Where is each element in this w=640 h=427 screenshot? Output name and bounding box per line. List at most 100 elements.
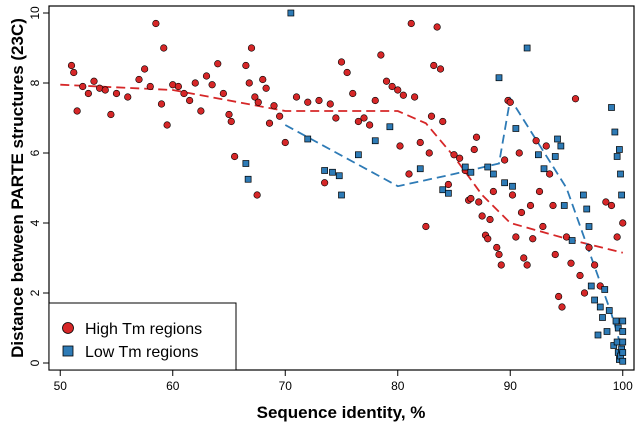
data-point-high-tm: [270, 102, 278, 110]
data-point-high-tm: [472, 133, 481, 141]
data-point-high-tm: [197, 107, 205, 115]
data-point-high-tm: [456, 154, 464, 162]
legend: High Tm regions Low Tm regions: [48, 302, 237, 371]
data-point-low-tm: [619, 328, 627, 335]
data-point-high-tm: [79, 82, 87, 91]
data-point-high-tm: [407, 19, 415, 28]
data-point-low-tm: [329, 168, 336, 176]
data-point-high-tm: [67, 61, 76, 70]
data-point-low-tm: [439, 186, 447, 194]
data-point-high-tm: [508, 191, 517, 199]
y-tick-label: 0: [28, 359, 42, 366]
data-point-high-tm: [208, 81, 216, 89]
data-point-high-tm: [489, 187, 497, 196]
data-point-low-tm: [568, 237, 576, 244]
data-point-high-tm: [475, 198, 483, 206]
data-point-low-tm: [619, 317, 627, 325]
data-point-high-tm: [141, 65, 149, 73]
data-point-high-tm: [591, 261, 599, 269]
y-tick-label: 10: [28, 6, 42, 20]
data-point-low-tm: [594, 331, 602, 339]
data-point-low-tm: [616, 146, 623, 153]
data-point-high-tm: [422, 222, 430, 231]
data-point-high-tm: [549, 201, 557, 210]
data-point-high-tm: [354, 117, 362, 126]
trend-lines: [60, 83, 624, 353]
data-point-high-tm: [377, 51, 385, 59]
x-axis-title: Sequence identity, %: [257, 403, 426, 422]
data-point-high-tm: [360, 114, 368, 122]
data-point-high-tm: [163, 121, 171, 129]
data-point-low-tm: [244, 175, 252, 183]
data-point-high-tm: [427, 112, 436, 120]
x-tick-label: 60: [166, 379, 180, 393]
data-point-high-tm: [512, 233, 520, 241]
data-point-low-tm: [523, 44, 531, 52]
y-tick-label: 2: [28, 289, 42, 296]
data-point-high-tm: [135, 75, 143, 84]
data-point-high-tm: [251, 93, 259, 101]
data-point-low-tm: [619, 338, 627, 346]
data-point-high-tm: [532, 137, 540, 145]
data-point-high-tm: [551, 250, 559, 259]
data-point-high-tm: [430, 61, 438, 70]
data-point-high-tm: [526, 201, 535, 210]
data-point-high-tm: [394, 86, 402, 94]
y-tick-label: 4: [28, 219, 42, 226]
data-point-low-tm: [618, 191, 625, 199]
data-point-low-tm: [608, 104, 615, 111]
data-point-low-tm: [445, 189, 452, 197]
data-point-low-tm: [335, 172, 343, 180]
data-point-low-tm: [512, 125, 520, 132]
data-point-high-tm: [382, 77, 391, 85]
y-tick-label: 8: [28, 79, 42, 86]
x-tick-label: 70: [279, 379, 293, 393]
legend-marker-low-tm: [62, 345, 74, 357]
data-point-high-tm: [245, 79, 253, 87]
data-point-low-tm: [490, 170, 497, 178]
data-point-high-tm: [152, 19, 160, 28]
y-tick-label: 6: [28, 149, 42, 156]
data-point-low-tm: [509, 182, 516, 190]
data-point-high-tm: [112, 89, 121, 98]
data-point-high-tm: [349, 89, 357, 98]
data-point-low-tm: [554, 135, 561, 143]
data-point-high-tm: [450, 151, 458, 159]
data-points: [67, 9, 627, 365]
data-point-low-tm: [287, 9, 295, 17]
data-point-high-tm: [425, 149, 433, 157]
data-point-low-tm: [605, 307, 613, 314]
data-point-high-tm: [202, 72, 211, 80]
x-axis: 50 60 70 80 90 100: [54, 370, 633, 393]
data-point-low-tm: [338, 191, 345, 199]
x-tick-label: 90: [504, 379, 518, 393]
y-axis: 0 2 4 6 8 10: [28, 6, 49, 366]
data-point-low-tm: [557, 142, 565, 150]
data-point-low-tm: [619, 357, 627, 365]
data-point-high-tm: [180, 89, 188, 98]
data-point-high-tm: [539, 222, 547, 231]
data-point-low-tm: [355, 151, 362, 159]
data-point-high-tm: [186, 96, 194, 105]
data-point-low-tm: [242, 160, 250, 167]
data-point-high-tm: [571, 95, 580, 103]
data-point-high-tm: [535, 187, 544, 196]
data-point-high-tm: [607, 201, 616, 210]
data-point-high-tm: [613, 233, 621, 241]
data-point-low-tm: [551, 153, 559, 160]
data-point-high-tm: [436, 65, 445, 73]
data-point-low-tm: [596, 303, 604, 311]
data-point-high-tm: [399, 91, 407, 99]
data-point-low-tm: [304, 135, 312, 143]
data-point-low-tm: [613, 338, 621, 346]
data-point-high-tm: [227, 117, 235, 126]
data-point-high-tm: [366, 121, 374, 129]
data-point-high-tm: [567, 259, 575, 267]
data-point-low-tm: [386, 123, 394, 131]
data-point-high-tm: [433, 23, 441, 31]
data-point-low-tm: [619, 349, 627, 356]
y-axis-title: Distance between PARTE structures (23C): [8, 18, 27, 358]
data-point-high-tm: [124, 93, 132, 101]
data-point-high-tm: [520, 254, 528, 262]
data-point-high-tm: [253, 191, 261, 199]
